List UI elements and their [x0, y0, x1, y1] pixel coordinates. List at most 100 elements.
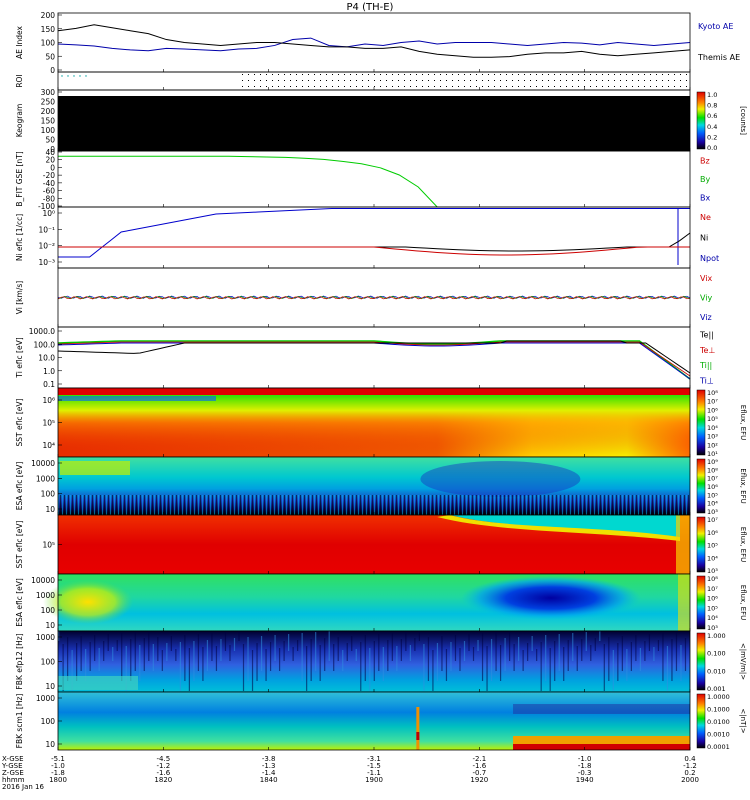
- fbk-e-stripe: [545, 635, 547, 681]
- footer-cell: -0.7: [472, 769, 486, 777]
- footer-cell: 2000: [681, 776, 699, 784]
- fbk-e-stripe: [409, 645, 411, 661]
- footer-cell: 1940: [576, 776, 594, 784]
- fbk-e-stripe: [382, 647, 384, 681]
- ni-legend-1: Ni: [700, 234, 708, 243]
- fbk-e-stripe: [585, 632, 587, 651]
- footer-cell: -1.0: [578, 755, 592, 763]
- keogram-image: [58, 96, 690, 151]
- vi-series-0: [57, 295, 691, 299]
- fbk-e-stripe: [400, 639, 402, 661]
- fbk-e-stripe: [166, 643, 168, 661]
- keogram-colorbar-tick: 0.6: [707, 112, 717, 120]
- fbk-e-stripe: [369, 648, 371, 691]
- fbk-b-colorbar-label: <|nT|>: [739, 708, 747, 733]
- esa-e-blue-region: [420, 461, 581, 497]
- esa-e-yellow-region: [60, 461, 130, 475]
- sst-e-colorbar-tick: 10²: [707, 441, 718, 449]
- fbk-e-stripe: [161, 650, 163, 671]
- fbk-e-stripe: [98, 648, 100, 671]
- fbk-e-colorbar-label: <|mV/m|>: [739, 643, 747, 680]
- fbk-b-colorbar-tick: 0.0010: [707, 731, 730, 739]
- roi-ylabel: ROI: [15, 74, 24, 87]
- roi-dots: [240, 74, 688, 88]
- ni-legend-2: Npot: [700, 254, 719, 263]
- ni-series-ne: [58, 246, 690, 256]
- fbk-e-stripe: [581, 639, 583, 661]
- fbk-e-stripe: [247, 637, 249, 681]
- fbk-e-stripe: [297, 640, 299, 651]
- fbk-e-colorbar-tick: 0.001: [707, 685, 726, 693]
- fbk-e-stripe: [130, 639, 132, 681]
- esa_e-tick-label: 100: [41, 490, 56, 499]
- bfit-tick-label: -20: [43, 171, 55, 180]
- fbk-e-stripe: [121, 633, 123, 681]
- fbk-e-stripe: [495, 632, 497, 671]
- fbk-b-spike: [416, 707, 420, 750]
- fbk-e-stripe: [197, 634, 200, 671]
- footer-cell: -1.6: [156, 769, 170, 777]
- fbk-e-stripe: [572, 633, 574, 661]
- sst-i-right-edge: [676, 515, 690, 574]
- fbk-b-colorbar-tick: 0.1000: [707, 706, 730, 714]
- footer-cell: 1900: [365, 776, 383, 784]
- fbk-e-stripe: [94, 635, 96, 661]
- esa-e-colorbar-tick: 10⁷: [707, 475, 718, 483]
- vi-legend-1: Viy: [700, 294, 713, 303]
- fbk-e-stripe: [662, 633, 664, 681]
- fbk_b-tick-label: 1000: [36, 694, 55, 703]
- fbk_e-tick-label: 10: [45, 682, 55, 691]
- fbk-e-stripe: [594, 638, 596, 651]
- sst-i-colorbar-tick: 10⁷: [707, 516, 718, 524]
- vi-legend-2: Viz: [700, 313, 712, 322]
- fbk-e-stripe: [391, 633, 393, 661]
- fbk-e-stripe: [220, 639, 222, 661]
- fbk-e-stripe: [229, 645, 231, 661]
- keogram-tick-label: 250: [41, 98, 56, 107]
- sst-e-colorbar-tick: 10⁶: [707, 406, 718, 414]
- fbk-b-colorbar-tick: 0.0100: [707, 718, 730, 726]
- esa_i-tick-label: 100: [41, 606, 56, 615]
- bfit-tick-label: 40: [45, 148, 55, 157]
- esa-i-yellow-region: [43, 580, 133, 624]
- fbk-e-stripe: [490, 639, 493, 681]
- fbk-e-stripe: [355, 649, 357, 661]
- fbk-e-stripe: [450, 642, 452, 671]
- fbk-e-stripe: [324, 638, 326, 671]
- fbk-e-stripe: [58, 631, 60, 641]
- fbk-e-colorbar-tick: 1.000: [707, 632, 726, 640]
- fbk-e-stripe: [590, 645, 592, 661]
- ni-tick-label: 10⁰: [42, 209, 55, 218]
- fbk-e-stripe: [170, 636, 172, 651]
- footer-cell: -1.0: [51, 762, 65, 770]
- fbk-e-stripe: [373, 641, 375, 681]
- keogram-colorbar-tick: 0.2: [707, 133, 717, 141]
- keogram-colorbar-tick: 0.4: [707, 123, 717, 131]
- fbk-e-stripe: [342, 650, 344, 671]
- fbk-e-stripe: [436, 643, 439, 681]
- sst-i-yellow-edge: [437, 515, 680, 541]
- esa-e-colorbar-label: Eflux, EFU: [739, 468, 747, 503]
- sst_e-tick-label: 10⁴: [42, 441, 55, 450]
- fbk_e-tick-label: 100: [41, 658, 56, 667]
- fbk-e-stripe: [260, 636, 263, 671]
- ae-tick-label: 50: [45, 52, 55, 61]
- fbk-e-stripe: [278, 648, 281, 671]
- esa-i-colorbar-tick: 10³: [707, 624, 718, 632]
- ti-series-tipar: [57, 340, 691, 380]
- ni-series-ni: [58, 232, 691, 252]
- footer-cell: -2.1: [472, 755, 486, 763]
- ti-legend-1: Te⊥: [699, 346, 715, 355]
- fbk-e-stripe: [441, 636, 443, 671]
- fbk-e-stripe: [251, 650, 254, 691]
- fbk-e-stripe: [346, 643, 348, 661]
- fbk-e-ylabel: FBK efp12 [Hz]: [15, 633, 24, 689]
- vi-series-2: [57, 296, 691, 300]
- fbk-e-stripe: [310, 639, 312, 681]
- fbk-e-stripe: [139, 645, 141, 681]
- fbk-e-stripe: [680, 645, 682, 681]
- fbk-e-stripe: [454, 635, 457, 661]
- esa-i-colorbar-tick: 10⁷: [707, 585, 718, 593]
- esa-e-colorbar-tick: 10³: [707, 508, 718, 516]
- ti-tick-label: 1000.0: [29, 327, 55, 336]
